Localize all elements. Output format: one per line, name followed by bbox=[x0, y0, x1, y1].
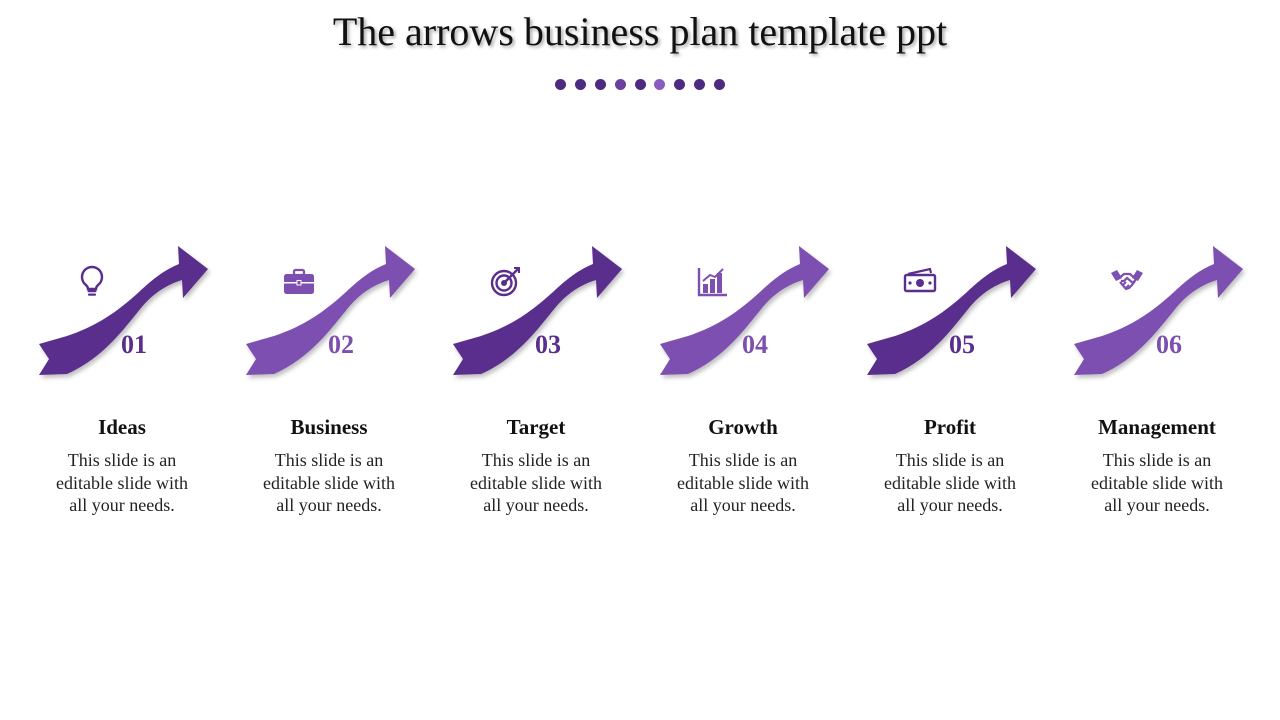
step-description: This slide is an editable slide with all… bbox=[884, 450, 1016, 515]
dot-6 bbox=[654, 79, 666, 90]
dot-3 bbox=[594, 79, 606, 90]
step-3: 03 Target This slide is an editable slid… bbox=[451, 240, 661, 530]
dot-4 bbox=[614, 79, 626, 90]
step-number: 04 bbox=[742, 330, 768, 359]
step-number: 01 bbox=[121, 330, 147, 359]
dot-5 bbox=[634, 79, 646, 90]
curved-arrow bbox=[1074, 246, 1243, 375]
dot-1 bbox=[555, 79, 567, 90]
slide-title: The arrows business plan template ppt bbox=[332, 9, 948, 54]
step-6: 06 Management This slide is an editable … bbox=[1072, 240, 1280, 530]
step-number: 03 bbox=[535, 330, 561, 359]
decorative-dots bbox=[0, 79, 1280, 90]
dot-2 bbox=[575, 79, 587, 90]
money-icon bbox=[903, 264, 937, 298]
step-heading: Target bbox=[506, 415, 566, 439]
dot-8 bbox=[693, 79, 705, 90]
dot-9 bbox=[713, 79, 725, 90]
briefcase-icon bbox=[282, 264, 316, 298]
step-heading: Ideas bbox=[98, 415, 146, 439]
step-4: 04 Growth This slide is an editable slid… bbox=[658, 240, 868, 530]
target-icon bbox=[489, 264, 523, 298]
step-number: 06 bbox=[1156, 330, 1182, 359]
step-description: This slide is an editable slide with all… bbox=[263, 450, 395, 515]
step-heading: Growth bbox=[708, 415, 778, 439]
step-description: This slide is an editable slide with all… bbox=[470, 450, 602, 515]
step-description: This slide is an editable slide with all… bbox=[1091, 450, 1223, 515]
step-number: 02 bbox=[328, 330, 354, 359]
curved-arrow bbox=[660, 246, 829, 375]
curved-arrow bbox=[39, 246, 208, 375]
lightbulb-icon bbox=[75, 264, 109, 298]
step-description: This slide is an editable slide with all… bbox=[677, 450, 809, 515]
step-5: 05 Profit This slide is an editable slid… bbox=[865, 240, 1075, 530]
step-heading: Profit bbox=[923, 415, 977, 439]
step-heading: Business bbox=[290, 415, 368, 439]
step-2: 02 Business This slide is an editable sl… bbox=[244, 240, 454, 530]
curved-arrow bbox=[453, 246, 622, 375]
curved-arrow bbox=[867, 246, 1036, 375]
step-description: This slide is an editable slide with all… bbox=[56, 450, 188, 515]
step-number: 05 bbox=[949, 330, 975, 359]
curved-arrow bbox=[246, 246, 415, 375]
dot-7 bbox=[674, 79, 686, 90]
handshake-icon bbox=[1110, 264, 1144, 298]
bar-chart-icon bbox=[696, 264, 730, 298]
step-1: 01 Ideas This slide is an editable slide… bbox=[37, 240, 247, 530]
step-heading: Management bbox=[1098, 415, 1216, 439]
